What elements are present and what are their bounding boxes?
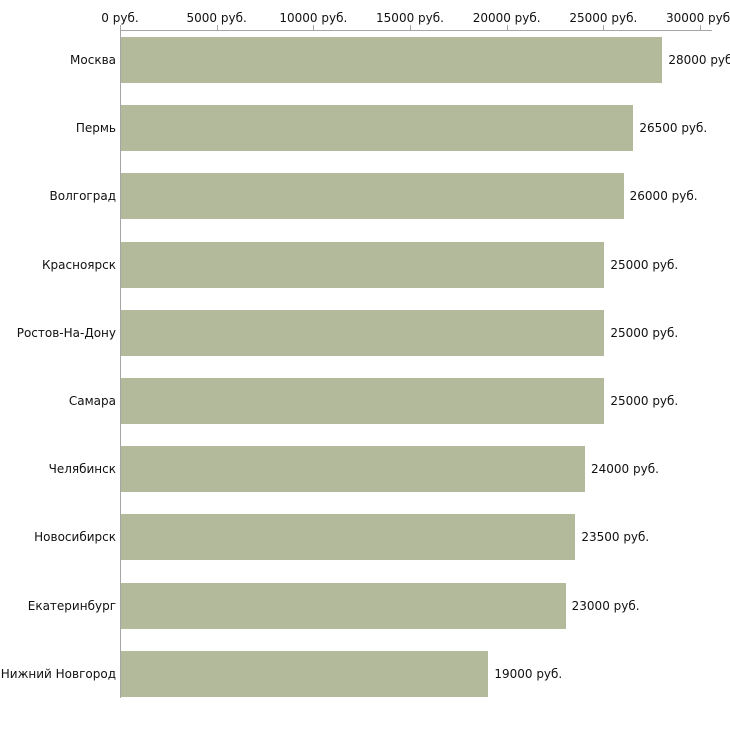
category-label: Нижний Новгород: [0, 666, 116, 681]
category-label: Ростов-На-Дону: [16, 325, 116, 340]
x-axis-tick: [120, 25, 121, 30]
x-axis-tick-label: 20000 руб.: [472, 11, 541, 25]
x-axis-tick-label: 15000 руб.: [376, 11, 444, 25]
x-axis-tick: [410, 25, 411, 30]
category-label: Красноярск: [42, 257, 116, 272]
value-label: 23000 руб.: [571, 598, 640, 613]
x-axis-tick: [216, 25, 218, 30]
category-label: Москва: [70, 53, 116, 67]
category-label: Челябинск: [48, 462, 116, 477]
bar: [121, 241, 605, 288]
category-label: Новосибирск: [34, 530, 116, 545]
value-label: 26000 руб.: [629, 189, 698, 204]
x-axis-tick: [313, 25, 315, 30]
value-label: 23500 руб.: [581, 530, 650, 545]
bar: [121, 105, 634, 152]
value-label: 24000 руб.: [591, 462, 659, 477]
bar: [121, 650, 489, 697]
x-axis-tick: [700, 25, 701, 30]
x-axis-tick-label: 30000 руб.: [666, 11, 730, 25]
x-axis-tick-label: 25000 руб.: [569, 11, 638, 25]
bar: [121, 446, 585, 493]
bar: [121, 173, 624, 220]
y-axis-line: [120, 30, 121, 698]
bar: [121, 582, 566, 629]
category-label: Волгоград: [49, 189, 116, 204]
x-axis-line: [120, 30, 712, 31]
x-axis-tick: [506, 25, 508, 30]
x-axis-tick-label: 10000 руб.: [279, 11, 348, 25]
value-label: 26500 руб.: [639, 121, 708, 136]
x-axis-tick: [603, 25, 605, 30]
value-label: 19000 руб.: [494, 666, 563, 681]
value-label: 28000 руб.: [668, 53, 730, 67]
bar: [121, 378, 605, 424]
category-label: Екатеринбург: [27, 598, 116, 613]
bar: [121, 309, 605, 356]
category-label: Самара: [68, 394, 116, 408]
value-label: 25000 руб.: [610, 325, 679, 340]
bar: [121, 37, 663, 83]
x-axis-tick-label: 5000 руб.: [186, 11, 247, 25]
x-axis-tick-label: 0 руб.: [101, 11, 139, 25]
value-label: 25000 руб.: [610, 257, 679, 272]
bar: [121, 514, 576, 561]
category-label: Пермь: [75, 121, 116, 136]
value-label: 25000 руб.: [610, 394, 679, 408]
